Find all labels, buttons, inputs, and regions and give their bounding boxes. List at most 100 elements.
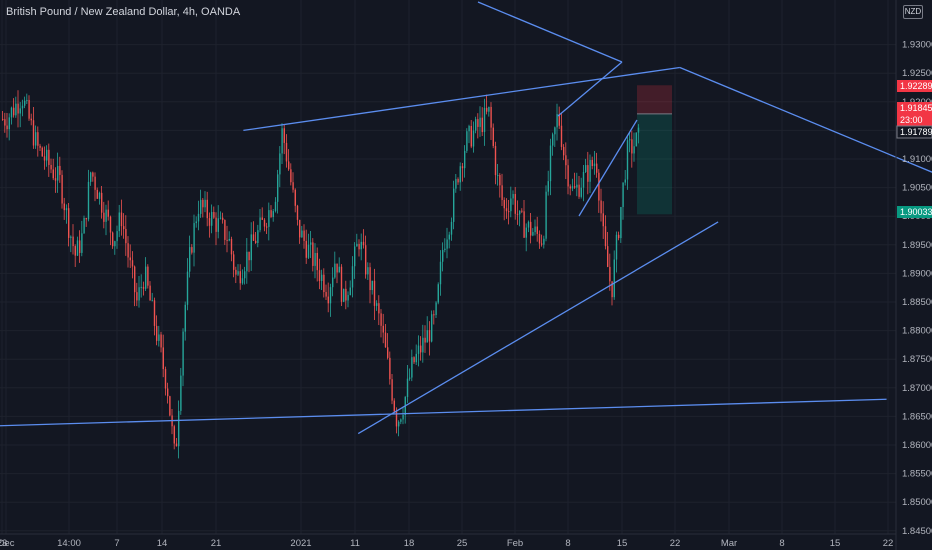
candle-body — [602, 213, 604, 227]
candle-body — [593, 163, 596, 167]
candle-body — [222, 217, 224, 221]
candle-body — [494, 145, 497, 176]
price-axis[interactable]: 1.930001.925001.920001.915001.910001.905… — [902, 40, 932, 537]
candle-body — [367, 267, 369, 275]
candle-body — [384, 332, 387, 348]
candle-body — [389, 357, 391, 380]
price-axis-labels: 1.92289 1.91845 23:00 1.91789 1.90033 — [896, 80, 932, 218]
candle-body — [191, 247, 193, 253]
candle-body — [156, 325, 158, 341]
candle-body — [521, 210, 523, 212]
y-tick-label: 1.87500 — [902, 354, 932, 365]
candle-body — [402, 414, 404, 420]
candle-body — [413, 357, 415, 363]
candle-body — [428, 330, 431, 342]
candle-body — [327, 296, 329, 304]
candle-body — [186, 271, 189, 305]
x-tick-label: 14:00 — [57, 538, 81, 549]
candle-body — [112, 232, 114, 247]
candle-body — [637, 127, 640, 133]
candle-body — [457, 179, 459, 183]
candle-body — [629, 139, 631, 141]
candle-body — [365, 245, 367, 275]
candle-body — [483, 107, 486, 133]
candle-body — [235, 269, 237, 275]
x-tick-label: Mar — [721, 538, 737, 549]
candle-body — [239, 271, 241, 284]
candle-body — [127, 243, 129, 258]
candle-body — [349, 287, 351, 296]
candle-body — [409, 377, 411, 379]
candle-body — [424, 337, 426, 343]
trend-lines[interactable] — [0, 1, 932, 435]
candle-body — [497, 175, 499, 177]
candle-body — [79, 240, 81, 253]
candle-body — [103, 212, 105, 222]
candle-body — [395, 411, 398, 427]
price-label-text: 1.92289 — [900, 81, 932, 91]
y-tick-label: 1.92500 — [902, 68, 932, 79]
candle-body — [554, 127, 556, 135]
candle-body — [123, 226, 125, 230]
candle-body — [323, 274, 325, 293]
x-tick-label: Feb — [507, 538, 523, 549]
candle-body — [39, 145, 41, 148]
candle-body — [433, 314, 435, 316]
candle-body — [527, 221, 530, 228]
candle-body — [94, 176, 96, 190]
candle-body — [15, 103, 17, 116]
candle-body — [505, 208, 508, 212]
short-position-tool[interactable] — [637, 85, 672, 215]
candle-body — [211, 212, 213, 226]
y-tick-label: 1.91000 — [902, 154, 932, 165]
candle-body — [354, 246, 356, 267]
candle-body — [417, 345, 420, 354]
candle-body — [285, 142, 288, 162]
candle-body — [65, 208, 68, 211]
symbol-title: British Pound / New Zealand Dollar, 4h, … — [6, 6, 241, 18]
candle-body — [164, 369, 167, 389]
candle-body — [299, 219, 301, 238]
candle-body — [611, 281, 613, 298]
candle-body — [151, 300, 153, 302]
candle-body — [362, 241, 365, 246]
candle-body — [633, 146, 635, 154]
candle-body — [576, 184, 578, 188]
candle-body — [189, 247, 191, 272]
candle-body — [387, 347, 389, 358]
candle-body — [415, 353, 417, 363]
candle-body — [536, 226, 538, 234]
candle-body — [24, 100, 26, 106]
candle-body — [615, 234, 618, 260]
candle-body — [448, 234, 450, 240]
candle-body — [281, 128, 283, 154]
candle-body — [547, 181, 549, 192]
candle-body — [587, 165, 589, 182]
x-tick-label: 7 — [114, 538, 119, 549]
candle-body — [321, 274, 323, 281]
candle-body — [8, 117, 10, 130]
candle-body — [294, 189, 296, 206]
candle-body — [109, 216, 112, 233]
candle-body — [50, 164, 52, 170]
candle-body — [136, 292, 138, 301]
price-label-bg — [897, 102, 932, 114]
candle-body — [145, 266, 147, 289]
candle-body — [72, 236, 74, 247]
candle-body — [35, 132, 37, 146]
candle-body — [549, 145, 552, 182]
candle-body — [125, 229, 127, 244]
candle-body — [530, 221, 532, 236]
candle-body — [558, 114, 560, 126]
time-axis[interactable]: 23Dec 14:00 7 14 21 2021 11 18 25 Feb 8 15 22 Mar 8 15 2… — [0, 538, 893, 549]
currency-button[interactable]: NZD — [903, 5, 923, 19]
candle-body — [283, 128, 285, 143]
y-tick-label: 1.84500 — [902, 526, 932, 537]
candle-body — [466, 131, 468, 151]
candle-body — [290, 169, 292, 183]
x-tick-label: 15 — [617, 538, 628, 549]
candle-body — [241, 278, 244, 284]
candle-body — [226, 239, 228, 241]
candle-body — [490, 106, 492, 128]
